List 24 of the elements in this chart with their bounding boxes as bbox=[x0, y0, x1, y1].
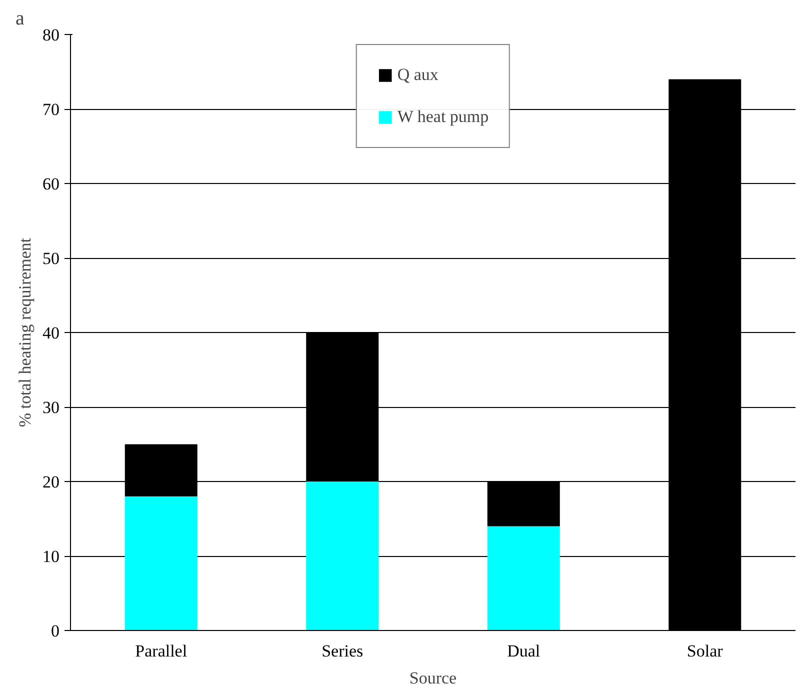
text: a bbox=[16, 8, 24, 30]
bar bbox=[487, 482, 560, 526]
bar bbox=[124, 444, 198, 496]
y-tick-label: 70 bbox=[42, 100, 60, 119]
bar bbox=[487, 526, 560, 630]
x-tick-label: Dual bbox=[507, 642, 540, 660]
legend-label: Q aux bbox=[397, 65, 438, 85]
legend-label: W heat pump bbox=[397, 107, 489, 127]
x-tick-label: Parallel bbox=[135, 642, 188, 660]
x-axis-title: Source bbox=[409, 668, 457, 688]
x-tick-label: Solar bbox=[686, 642, 724, 660]
x-tick-label: Series bbox=[322, 642, 364, 660]
y-tick-label: 60 bbox=[42, 174, 60, 194]
y-tick-label: 40 bbox=[42, 324, 60, 342]
y-tick-label: 0 bbox=[51, 622, 60, 640]
bar bbox=[124, 496, 198, 630]
y-tick-label: 80 bbox=[42, 26, 60, 44]
y-tick-label: 50 bbox=[42, 249, 60, 268]
bar bbox=[306, 482, 379, 630]
y-tick-label: 30 bbox=[42, 398, 60, 417]
y-axis-title: % total heating requirement bbox=[16, 238, 34, 428]
y-tick-label: 10 bbox=[42, 547, 60, 566]
y-tick-label: 20 bbox=[42, 472, 60, 492]
bar bbox=[306, 332, 379, 482]
